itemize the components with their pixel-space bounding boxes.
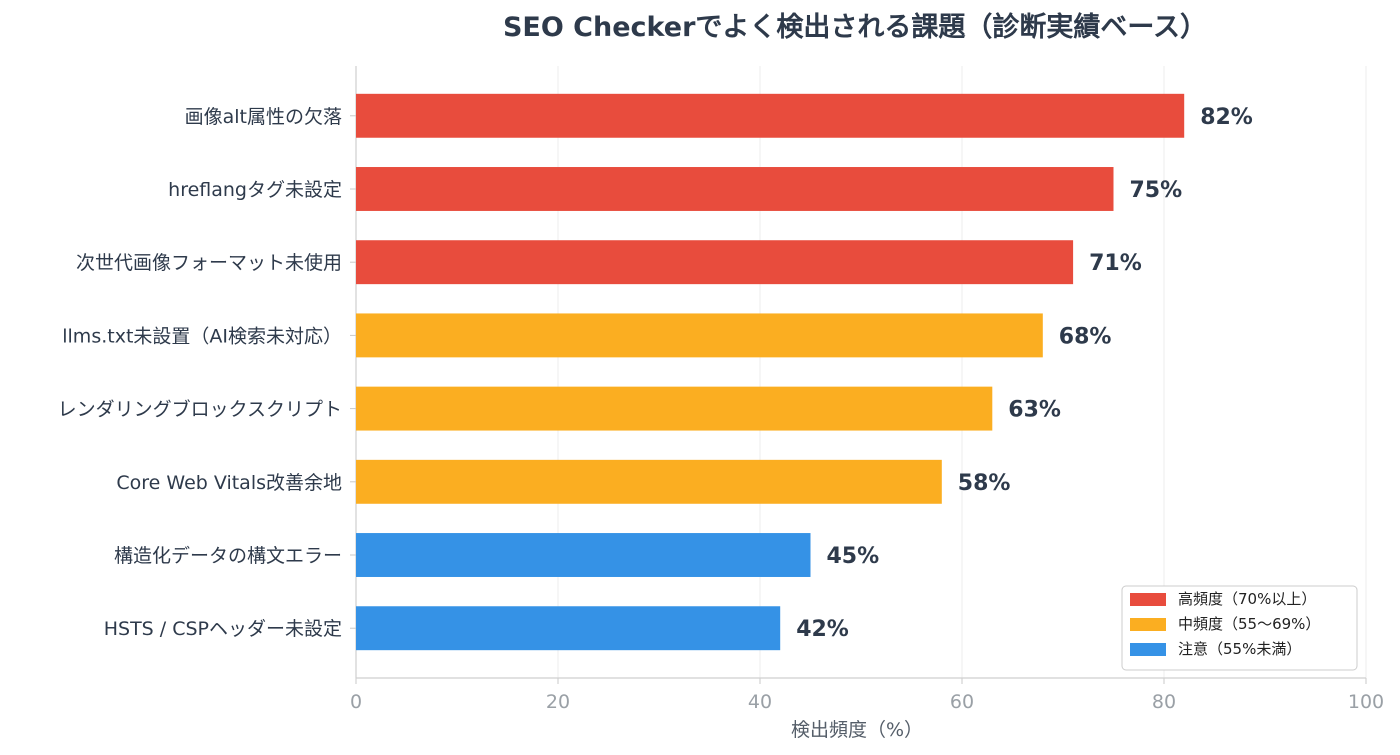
data-label: 71% xyxy=(1089,251,1142,276)
x-axis-label: 検出頻度（%） xyxy=(791,719,923,741)
legend: 高頻度（70%以上） 中頻度（55〜69%） 注意（55%未満） xyxy=(1121,585,1358,671)
bar xyxy=(356,459,942,504)
legend-swatch xyxy=(1130,618,1166,631)
legend-label: 高頻度（70%以上） xyxy=(1178,590,1316,608)
bar xyxy=(356,240,1074,285)
legend-frame xyxy=(1121,585,1358,671)
category-label: llms.txt未設置（AI検索未対応） xyxy=(62,325,342,347)
x-tick-label: 0 xyxy=(350,691,362,713)
category-label: hreflangタグ未設定 xyxy=(168,179,342,201)
category-label: レンダリングブロックスクリプト xyxy=(58,398,342,421)
legend-label: 中頻度（55〜69%） xyxy=(1178,615,1320,633)
category-label: 画像alt属性の欠落 xyxy=(185,106,342,128)
bar xyxy=(356,167,1114,211)
data-label: 42% xyxy=(796,617,849,642)
category-label: HSTS / CSPヘッダー未設定 xyxy=(104,618,342,640)
x-tick-label: 60 xyxy=(950,691,974,713)
bar xyxy=(356,386,993,431)
legend-swatch xyxy=(1130,593,1166,606)
x-tick-label: 100 xyxy=(1348,691,1384,713)
category-label: 構造化データの構文エラー xyxy=(114,545,342,567)
legend-label: 注意（55%未満） xyxy=(1178,640,1301,658)
x-tick-label: 20 xyxy=(546,691,570,713)
bars xyxy=(356,93,1185,651)
labels: 画像alt属性の欠落 82% hreflangタグ未設定 75% 次世代画像フォーマット… xyxy=(58,105,1253,642)
data-label: 68% xyxy=(1059,324,1112,349)
chart-title: SEO Checkerでよく検出される課題（診断実績ベース） xyxy=(503,11,1207,43)
data-label: 45% xyxy=(827,544,880,569)
bar xyxy=(356,606,781,651)
data-label: 75% xyxy=(1130,178,1183,203)
legend-swatch xyxy=(1130,643,1166,656)
bar xyxy=(356,533,811,577)
category-label: Core Web Vitals改善余地 xyxy=(116,472,342,494)
x-tick-label: 80 xyxy=(1152,691,1176,713)
bar xyxy=(356,93,1185,138)
x-tick-label: 40 xyxy=(748,691,772,713)
data-label: 63% xyxy=(1008,398,1061,423)
category-label: 次世代画像フォーマット未使用 xyxy=(76,252,342,274)
data-label: 82% xyxy=(1200,105,1253,130)
bar xyxy=(356,313,1043,358)
data-label: 58% xyxy=(958,471,1011,496)
